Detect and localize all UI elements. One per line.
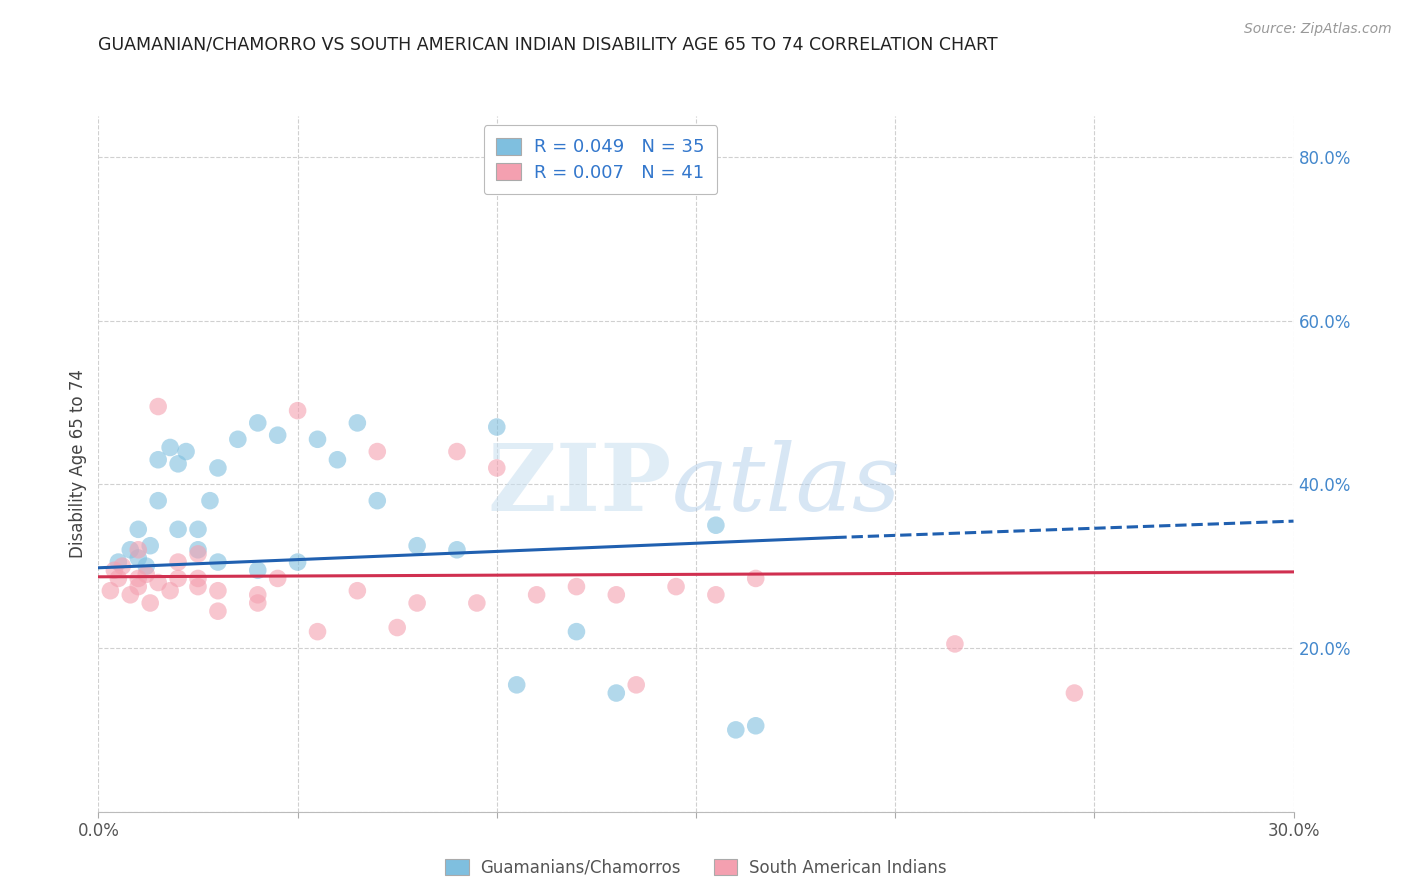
Point — [139, 539, 162, 553]
Point — [605, 588, 627, 602]
Point — [246, 596, 269, 610]
Point — [1063, 686, 1085, 700]
Point — [135, 559, 157, 574]
Point — [506, 678, 529, 692]
Point — [174, 444, 197, 458]
Point — [704, 518, 727, 533]
Point — [187, 580, 209, 594]
Point — [127, 522, 149, 536]
Text: GUAMANIAN/CHAMORRO VS SOUTH AMERICAN INDIAN DISABILITY AGE 65 TO 74 CORRELATION : GUAMANIAN/CHAMORRO VS SOUTH AMERICAN IND… — [98, 36, 998, 54]
Point — [167, 571, 190, 585]
Point — [485, 420, 508, 434]
Y-axis label: Disability Age 65 to 74: Disability Age 65 to 74 — [69, 369, 87, 558]
Point — [120, 542, 142, 557]
Point — [626, 678, 648, 692]
Point — [465, 596, 488, 610]
Point — [246, 563, 269, 577]
Point — [485, 461, 508, 475]
Point — [307, 624, 329, 639]
Point — [187, 571, 209, 585]
Text: ZIP: ZIP — [488, 440, 672, 530]
Point — [198, 493, 221, 508]
Point — [565, 580, 588, 594]
Point — [745, 571, 768, 585]
Point — [267, 571, 290, 585]
Point — [246, 416, 269, 430]
Point — [366, 493, 388, 508]
Point — [127, 551, 149, 566]
Point — [307, 432, 329, 446]
Point — [267, 428, 290, 442]
Point — [406, 596, 429, 610]
Point — [207, 461, 229, 475]
Point — [207, 555, 229, 569]
Point — [127, 571, 149, 585]
Point — [724, 723, 747, 737]
Text: atlas: atlas — [672, 440, 901, 530]
Point — [665, 580, 688, 594]
Text: Source: ZipAtlas.com: Source: ZipAtlas.com — [1244, 22, 1392, 37]
Point — [565, 624, 588, 639]
Point — [226, 432, 249, 446]
Point — [107, 571, 129, 585]
Point — [446, 542, 468, 557]
Point — [139, 596, 162, 610]
Point — [148, 575, 170, 590]
Point — [127, 542, 149, 557]
Point — [385, 621, 409, 635]
Point — [159, 583, 181, 598]
Point — [187, 547, 209, 561]
Point — [526, 588, 548, 602]
Point — [406, 539, 429, 553]
Point — [111, 559, 134, 574]
Point — [103, 563, 125, 577]
Point — [446, 444, 468, 458]
Point — [246, 588, 269, 602]
Point — [943, 637, 966, 651]
Point — [100, 583, 122, 598]
Point — [287, 555, 309, 569]
Point — [745, 719, 768, 733]
Point — [167, 522, 190, 536]
Point — [605, 686, 627, 700]
Point — [159, 441, 181, 455]
Point — [148, 493, 170, 508]
Point — [135, 567, 157, 582]
Point — [207, 604, 229, 618]
Legend: Guamanians/Chamorros, South American Indians: Guamanians/Chamorros, South American Ind… — [439, 852, 953, 883]
Point — [187, 522, 209, 536]
Point — [107, 555, 129, 569]
Point — [366, 444, 388, 458]
Point — [120, 588, 142, 602]
Point — [167, 457, 190, 471]
Point — [167, 555, 190, 569]
Point — [148, 452, 170, 467]
Point — [287, 403, 309, 417]
Point — [148, 400, 170, 414]
Point — [187, 542, 209, 557]
Point — [346, 583, 368, 598]
Point — [346, 416, 368, 430]
Point — [127, 580, 149, 594]
Point — [326, 452, 349, 467]
Point — [207, 583, 229, 598]
Point — [704, 588, 727, 602]
